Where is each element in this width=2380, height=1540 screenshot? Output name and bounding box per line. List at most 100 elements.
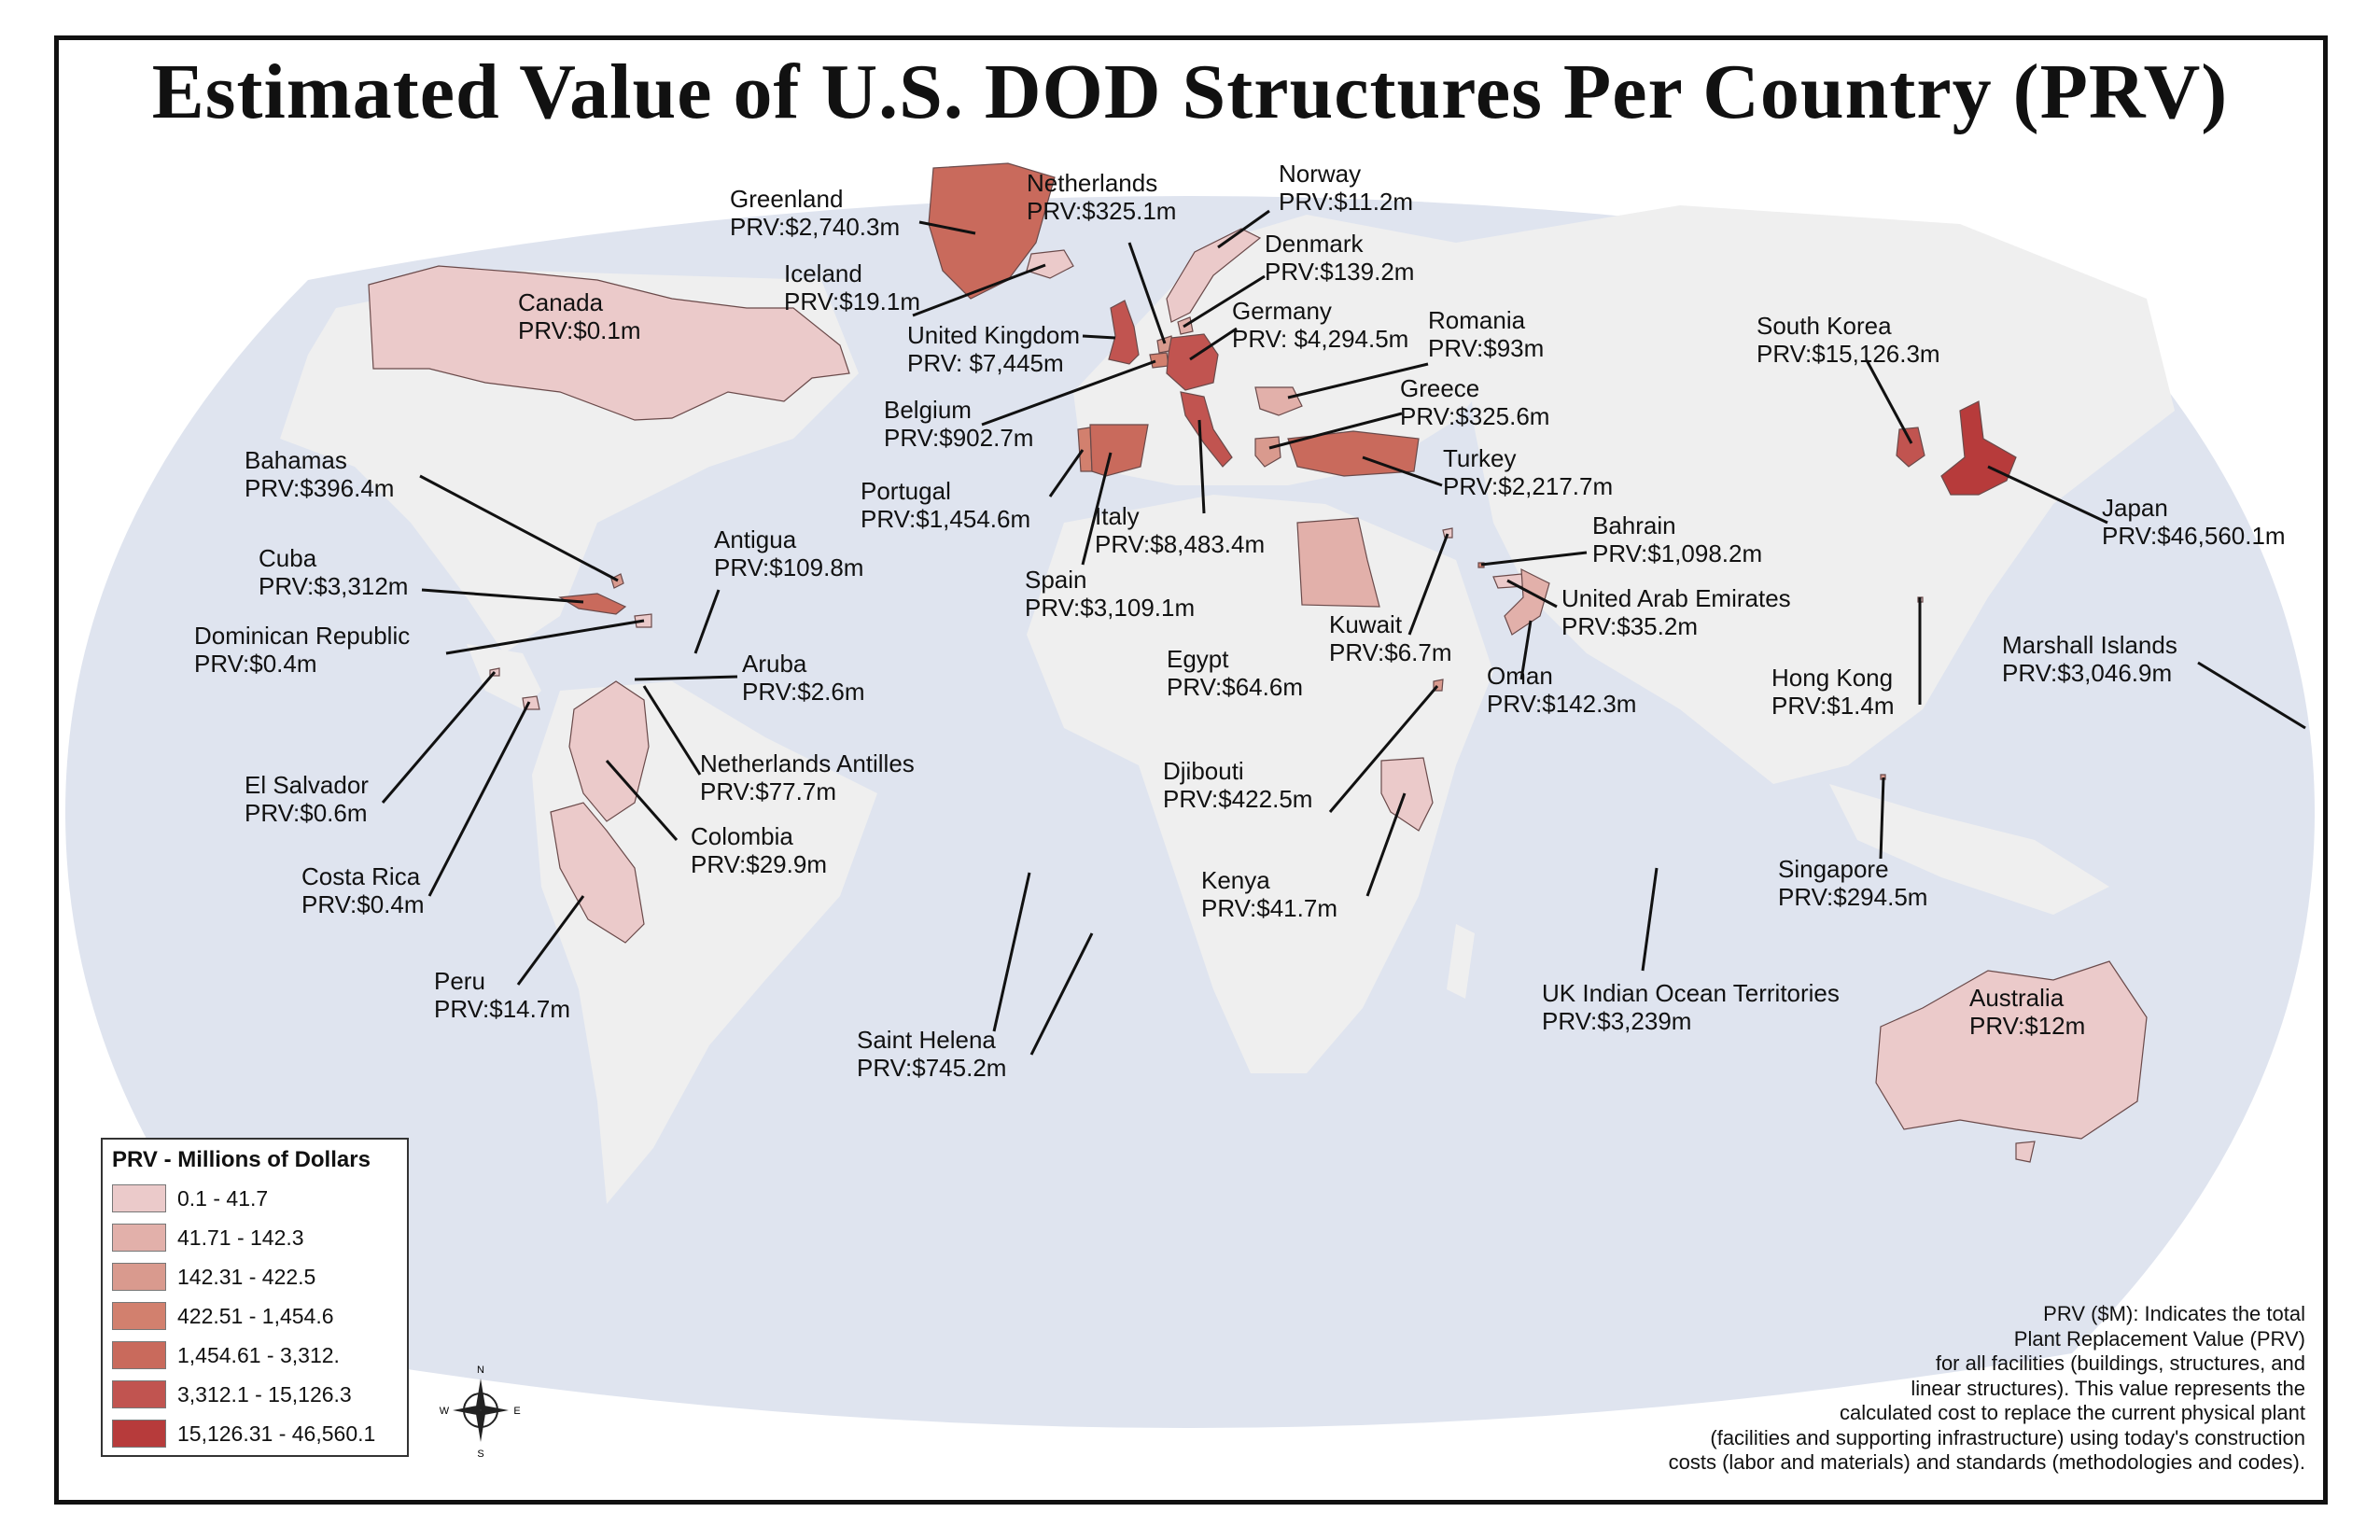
- leader-costa-rica: [427, 701, 531, 897]
- southeast-asia-land: [1829, 784, 2109, 915]
- compass-rose-icon: N S W E: [440, 1365, 521, 1460]
- compass-east-arrow: [481, 1406, 509, 1415]
- label-djibouti: Djibouti PRV:$422.5m: [1163, 757, 1312, 813]
- compass-north-arrow: [476, 1379, 485, 1410]
- legend-row: 142.31 - 422.5: [112, 1257, 398, 1296]
- madagascar-land: [1447, 924, 1475, 999]
- leader-saint-helena-2: [1029, 932, 1094, 1056]
- leader-uae: [1506, 579, 1558, 609]
- romania-shape: [1254, 386, 1303, 416]
- label-greenland: Greenland PRV:$2,740.3m: [730, 185, 900, 241]
- legend-swatch: [112, 1263, 166, 1291]
- leader-belgium: [981, 359, 1156, 427]
- label-portugal: Portugal PRV:$1,454.6m: [861, 477, 1030, 533]
- legend-swatch: [112, 1184, 166, 1212]
- label-belgium: Belgium PRV:$902.7m: [884, 396, 1033, 452]
- label-denmark: Denmark PRV:$139.2m: [1265, 230, 1414, 286]
- leader-denmark: [1183, 274, 1266, 329]
- note-line: linear structures). This value represent…: [1911, 1376, 2305, 1400]
- leader-japan: [1987, 465, 2108, 525]
- cuba-shape: [558, 593, 627, 615]
- label-marshall-islands: Marshall Islands PRV:$3,046.9m: [2002, 631, 2177, 687]
- leader-djibouti: [1328, 685, 1439, 813]
- compass-south-arrow: [476, 1410, 485, 1442]
- label-egypt: Egypt PRV:$64.6m: [1167, 645, 1303, 701]
- spain-shape: [1089, 424, 1149, 477]
- label-kenya: Kenya PRV:$41.7m: [1201, 866, 1337, 922]
- legend-row: 422.51 - 1,454.6: [112, 1296, 398, 1336]
- leader-oman: [1519, 620, 1533, 680]
- leader-turkey: [1362, 455, 1443, 487]
- leader-dominican-republic: [445, 619, 645, 655]
- tasmania-shape: [2015, 1141, 2036, 1163]
- legend-row: 15,126.31 - 46,560.1: [112, 1414, 398, 1453]
- leader-saint-helena-1: [992, 872, 1031, 1032]
- label-greece: Greece PRV:$325.6m: [1400, 374, 1549, 430]
- label-aruba: Aruba PRV:$2.6m: [742, 650, 865, 706]
- label-germany: Germany PRV: $4,294.5m: [1232, 297, 1408, 353]
- south-korea-shape: [1896, 427, 1925, 468]
- iceland-shape: [1026, 249, 1074, 279]
- label-cuba: Cuba PRV:$3,312m: [259, 544, 408, 600]
- leader-kuwait: [1407, 533, 1449, 636]
- leader-norway: [1217, 209, 1270, 249]
- legend-label: 41.71 - 142.3: [177, 1225, 304, 1250]
- compass-s: S: [477, 1449, 483, 1460]
- compass-w: W: [440, 1406, 450, 1417]
- country-labels: Greenland PRV:$2,740.3m Netherlands PRV:$3…: [194, 160, 2286, 1082]
- norway-shape: [1166, 228, 1262, 323]
- leader-united-kingdom: [1082, 334, 1116, 340]
- label-saint-helena: Saint Helena PRV:$745.2m: [857, 1026, 1006, 1082]
- legend-row: 41.71 - 142.3: [112, 1218, 398, 1257]
- label-hong-kong: Hong Kong PRV:$1.4m: [1771, 664, 1895, 720]
- leader-aruba: [634, 675, 738, 681]
- legend-label: 422.51 - 1,454.6: [177, 1303, 334, 1328]
- legend-label: 0.1 - 41.7: [177, 1185, 269, 1211]
- legend-row: 0.1 - 41.7: [112, 1179, 398, 1218]
- leader-italy: [1197, 419, 1206, 514]
- belgium-shape: [1149, 352, 1169, 369]
- legend-title: PRV - Millions of Dollars: [112, 1147, 371, 1172]
- label-singapore: Singapore PRV:$294.5m: [1778, 855, 1927, 911]
- label-el-salvador: El Salvador PRV:$0.6m: [245, 771, 369, 827]
- compass-west-arrow: [453, 1406, 481, 1415]
- leader-cuba: [421, 588, 584, 604]
- note-line: Plant Replacement Value (PRV): [2013, 1326, 2305, 1351]
- label-japan: Japan PRV:$46,560.1m: [2102, 494, 2286, 550]
- leader-portugal: [1048, 449, 1085, 497]
- note-line: calculated cost to replace the current p…: [1840, 1401, 2305, 1424]
- map-title: Estimated Value of U.S. DOD Structures P…: [151, 49, 2229, 135]
- label-antigua: Antigua PRV:$109.8m: [714, 525, 863, 581]
- italy-shape: [1180, 391, 1233, 468]
- note-line: (facilities and supporting infrastructur…: [1710, 1425, 2305, 1449]
- legend-row: 1,454.61 - 3,312.: [112, 1336, 398, 1375]
- label-netherlands-antilles: Netherlands Antilles PRV:$77.7m: [700, 749, 915, 805]
- label-dominican-republic: Dominican Republic PRV:$0.4m: [194, 622, 410, 678]
- leader-bahamas: [419, 474, 619, 582]
- portugal-shape: [1077, 427, 1093, 472]
- canada-shape: [368, 265, 850, 421]
- legend-label: 1,454.61 - 3,312.: [177, 1342, 340, 1367]
- peru-shape: [550, 802, 645, 944]
- leader-romania: [1287, 362, 1429, 399]
- egypt-shape: [1296, 517, 1380, 608]
- legend-swatch: [112, 1302, 166, 1330]
- leader-bahrain: [1480, 551, 1588, 567]
- label-costa-rica: Costa Rica PRV:$0.4m: [301, 862, 425, 918]
- label-peru: Peru PRV:$14.7m: [434, 967, 570, 1023]
- legend-swatch: [112, 1380, 166, 1408]
- leader-uk-indian-ocean: [1641, 867, 1659, 972]
- leader-greece: [1268, 412, 1403, 450]
- leader-netherlands: [1127, 242, 1167, 344]
- africa-land: [1027, 495, 1493, 1073]
- leader-singapore: [1879, 777, 1885, 860]
- label-united-kingdom: United Kingdom PRV: $7,445m: [907, 321, 1080, 377]
- compass-e: E: [513, 1406, 520, 1417]
- leader-colombia: [605, 760, 679, 841]
- legend-label: 142.31 - 422.5: [177, 1264, 316, 1289]
- label-colombia: Colombia PRV:$29.9m: [691, 822, 827, 878]
- leader-el-salvador: [381, 671, 497, 804]
- legend-label: 3,312.1 - 15,126.3: [177, 1381, 352, 1407]
- label-italy: Italy PRV:$8,483.4m: [1095, 502, 1265, 558]
- leader-lines: [381, 209, 2306, 1056]
